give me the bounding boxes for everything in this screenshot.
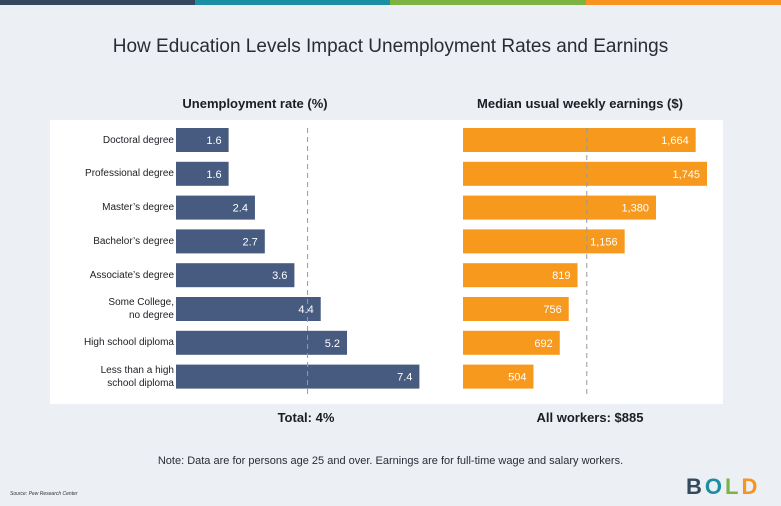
category-label: Less than a high school diploma	[50, 364, 174, 390]
category-label: Bachelor’s degree	[50, 235, 174, 248]
earnings-bar	[463, 195, 656, 220]
earnings-bar	[463, 297, 569, 321]
earnings-value-label: 1,745	[672, 169, 700, 181]
stripe-1	[0, 0, 195, 5]
stripe-2	[195, 0, 390, 5]
unemployment-value-label: 3.6	[272, 270, 287, 282]
category-label: Master’s degree	[50, 201, 174, 214]
unemployment-chart-title: Unemployment rate (%)	[182, 96, 328, 111]
unemployment-bar	[176, 364, 420, 389]
unemployment-value-label: 4.4	[298, 304, 313, 316]
unemployment-bar	[176, 128, 229, 152]
category-label-line: Professional degree	[85, 168, 174, 180]
category-label-line: Doctoral degree	[102, 134, 174, 146]
footnote: Note: Data are for persons age 25 and ov…	[157, 455, 624, 467]
logo-letter-l: L	[725, 474, 742, 499]
earnings-bar	[463, 161, 708, 186]
category-label: Some College, no degree	[50, 296, 174, 322]
unemployment-value-label: 1.6	[206, 169, 221, 181]
earnings-value-label: 692	[534, 338, 552, 350]
category-label: Associate’s degree	[50, 269, 174, 282]
earnings-value-label: 504	[508, 372, 526, 384]
earnings-bar	[463, 229, 625, 254]
category-label-line: Master’s degree	[102, 202, 174, 214]
earnings-bar	[463, 263, 578, 288]
earnings-value-label: 756	[543, 304, 561, 316]
page-title: How Education Levels Impact Unemployment…	[112, 36, 669, 57]
earnings-bar	[463, 364, 534, 389]
unemployment-bar	[176, 330, 348, 355]
bold-logo: BOLD	[686, 474, 760, 500]
unemployment-value-label: 1.6	[206, 135, 221, 147]
earnings-value-label: 1,156	[590, 236, 618, 248]
unemployment-value-label: 7.4	[397, 372, 412, 384]
stripe-3	[390, 0, 586, 5]
category-label-line: no degree	[128, 310, 174, 321]
earnings-value-label: 819	[552, 270, 570, 282]
category-label: High school diploma	[50, 336, 174, 349]
category-label-line: Less than a high	[100, 364, 174, 376]
unemployment-reference-label: Total: 4%	[277, 410, 335, 425]
category-label: Doctoral degree	[50, 134, 174, 147]
unemployment-bar	[176, 229, 265, 254]
unemployment-bar	[176, 263, 295, 288]
earnings-bar	[463, 128, 696, 152]
unemployment-value-label: 2.4	[233, 203, 248, 215]
category-label-line: Some College,	[108, 297, 174, 308]
unemployment-bar	[176, 195, 255, 220]
stripe-4	[586, 0, 781, 5]
unemployment-value-label: 2.7	[243, 236, 258, 248]
unemployment-bar	[176, 297, 321, 321]
logo-letter-b: B	[686, 474, 705, 499]
source-credit: Source: Pew Research Center	[10, 491, 78, 497]
category-label-line: High school diploma	[83, 337, 174, 349]
category-label-line: Bachelor’s degree	[93, 235, 174, 247]
earnings-bar	[463, 330, 560, 355]
category-label-line: school diploma	[107, 377, 174, 389]
logo-letter-d: D	[741, 474, 761, 499]
category-label-line: Associate’s degree	[89, 269, 174, 281]
category-label: Professional degree	[50, 167, 174, 180]
unemployment-value-label: 5.2	[325, 338, 340, 350]
logo-letter-o: O	[704, 474, 726, 499]
earnings-chart-title: Median usual weekly earnings ($)	[477, 96, 683, 111]
earnings-value-label: 1,380	[621, 203, 649, 215]
earnings-reference-label: All workers: $885	[536, 410, 644, 425]
unemployment-bar	[176, 161, 229, 186]
earnings-value-label: 1,664	[661, 135, 689, 147]
